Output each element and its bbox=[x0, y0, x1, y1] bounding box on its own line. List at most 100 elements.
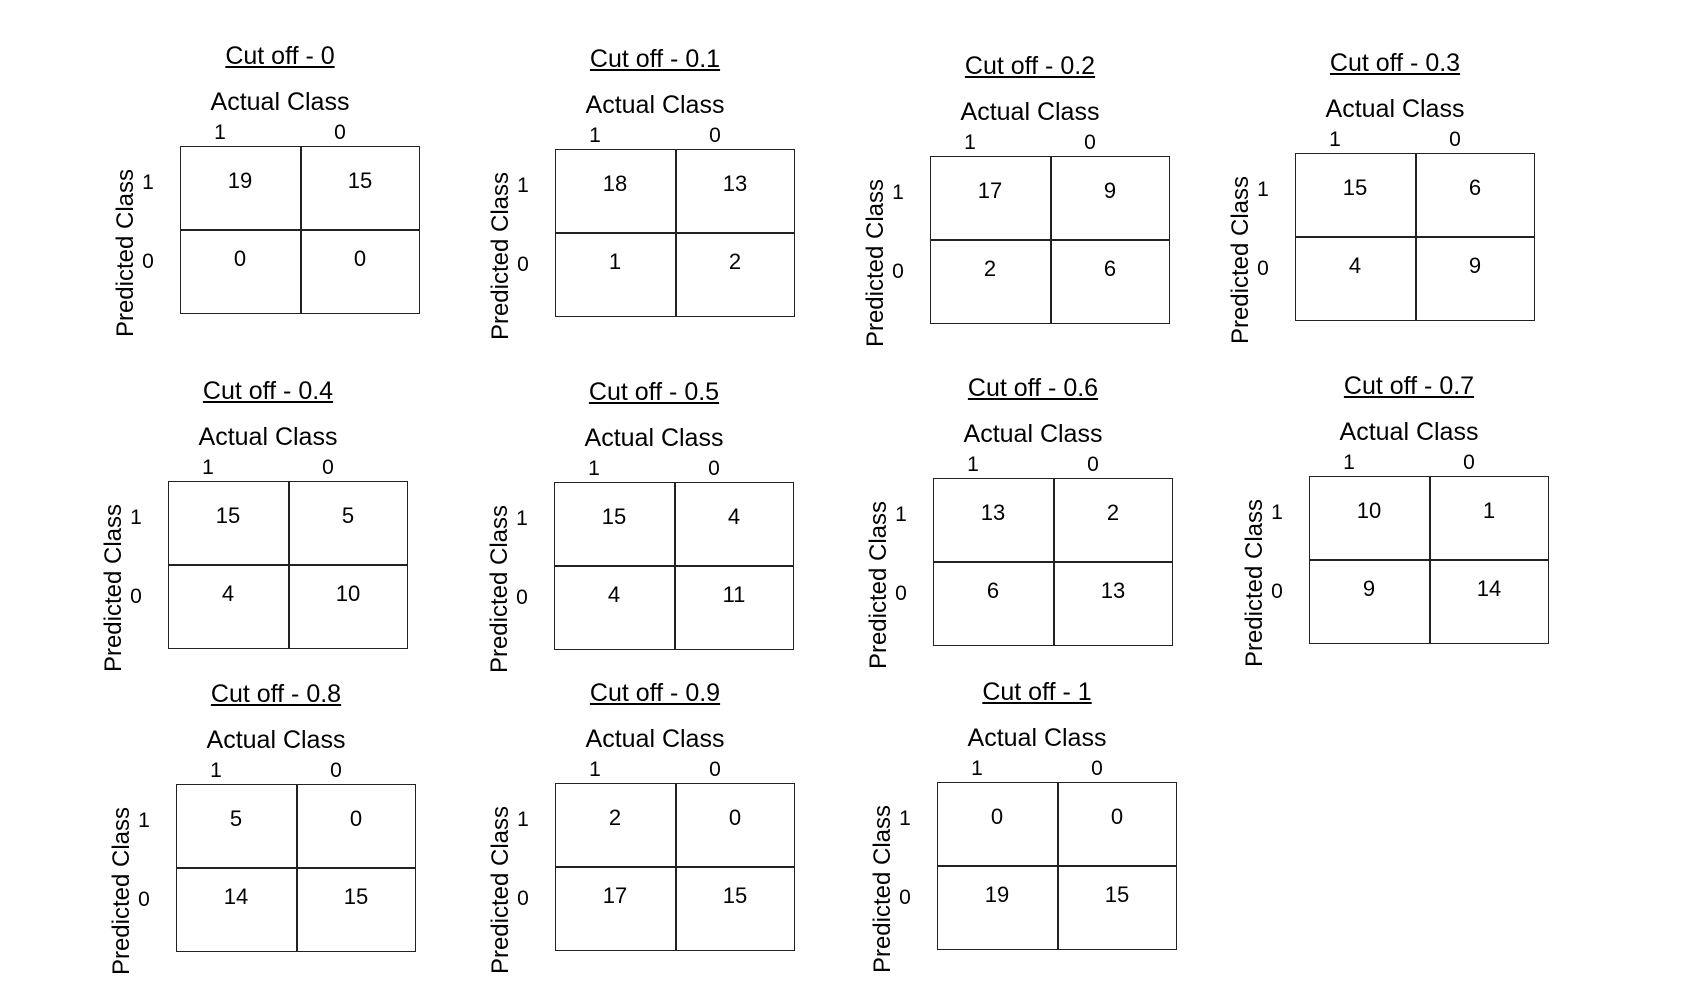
cell-false-positive: 0 bbox=[349, 806, 363, 831]
predicted-class-label: Predicted Class bbox=[865, 500, 892, 670]
actual-col-0-label: 0 bbox=[709, 124, 721, 147]
cell-false-negative: 4 bbox=[221, 581, 235, 606]
actual-class-label: Actual Class bbox=[198, 423, 338, 451]
predicted-class-label: Predicted Class bbox=[100, 503, 127, 673]
actual-col-0-label: 0 bbox=[334, 121, 346, 144]
predicted-row-1-label: 1 bbox=[130, 506, 142, 529]
cell-true-positive: 0 bbox=[990, 804, 1004, 829]
confusion-matrix-5: Cut off - 0.5 Actual Class 1 0 Predicted… bbox=[474, 378, 814, 673]
matrix-title: Cut off - 1 bbox=[982, 678, 1092, 706]
predicted-row-1-label: 1 bbox=[142, 171, 154, 194]
cell-true-negative: 15 bbox=[343, 884, 369, 909]
predicted-class-label: Predicted Class bbox=[112, 168, 139, 338]
actual-col-1-label: 1 bbox=[971, 757, 983, 780]
predicted-row-0-label: 0 bbox=[142, 250, 154, 273]
actual-col-0-label: 0 bbox=[1449, 128, 1461, 151]
predicted-row-0-label: 0 bbox=[1271, 580, 1283, 603]
matrix-grid bbox=[168, 481, 408, 649]
cell-true-positive: 19 bbox=[227, 168, 253, 193]
actual-class-label: Actual Class bbox=[960, 98, 1100, 126]
actual-class-label: Actual Class bbox=[584, 424, 724, 452]
predicted-row-1-label: 1 bbox=[516, 507, 528, 530]
actual-col-0-label: 0 bbox=[708, 457, 720, 480]
cell-false-positive: 2 bbox=[1106, 500, 1120, 525]
predicted-class-label: Predicted Class bbox=[1241, 498, 1268, 668]
cell-true-positive: 10 bbox=[1356, 498, 1382, 523]
cell-false-negative: 17 bbox=[602, 883, 628, 908]
actual-col-1-label: 1 bbox=[1343, 451, 1355, 474]
cell-true-positive: 15 bbox=[601, 504, 627, 529]
predicted-row-0-label: 0 bbox=[892, 260, 904, 283]
actual-class-label: Actual Class bbox=[585, 91, 725, 119]
cell-true-negative: 15 bbox=[722, 883, 748, 908]
confusion-matrix-8: Cut off - 0.8 Actual Class 1 0 Predicted… bbox=[96, 680, 436, 975]
actual-col-0-label: 0 bbox=[330, 759, 342, 782]
cell-false-positive: 6 bbox=[1468, 175, 1482, 200]
cell-true-positive: 18 bbox=[602, 171, 628, 196]
predicted-class-label: Predicted Class bbox=[869, 804, 896, 974]
cell-true-positive: 15 bbox=[215, 503, 241, 528]
cell-false-positive: 5 bbox=[341, 503, 355, 528]
actual-class-label: Actual Class bbox=[963, 420, 1103, 448]
cell-true-positive: 17 bbox=[977, 178, 1003, 203]
grid-divider-horizontal bbox=[177, 867, 415, 869]
matrix-title: Cut off - 0.3 bbox=[1329, 49, 1461, 77]
confusion-matrix-9: Cut off - 0.9 Actual Class 1 0 Predicted… bbox=[475, 679, 815, 974]
predicted-row-1-label: 1 bbox=[517, 808, 529, 831]
actual-col-0-label: 0 bbox=[1463, 451, 1475, 474]
actual-col-1-label: 1 bbox=[588, 457, 600, 480]
cell-false-negative: 14 bbox=[223, 884, 249, 909]
matrix-title: Cut off - 0.6 bbox=[967, 374, 1099, 402]
predicted-row-1-label: 1 bbox=[1271, 501, 1283, 524]
grid-divider-horizontal bbox=[934, 561, 1172, 563]
cell-true-positive: 5 bbox=[229, 806, 243, 831]
actual-col-0-label: 0 bbox=[322, 456, 334, 479]
cell-true-negative: 15 bbox=[1104, 882, 1130, 907]
matrix-grid bbox=[555, 783, 795, 951]
grid-divider-horizontal bbox=[181, 229, 419, 231]
cell-false-negative: 4 bbox=[1348, 253, 1362, 278]
actual-col-1-label: 1 bbox=[202, 456, 214, 479]
actual-class-label: Actual Class bbox=[1339, 418, 1479, 446]
matrix-grid bbox=[555, 149, 795, 317]
predicted-row-0-label: 0 bbox=[516, 586, 528, 609]
grid-divider-horizontal bbox=[1296, 236, 1534, 238]
cell-true-positive: 13 bbox=[980, 500, 1006, 525]
actual-col-0-label: 0 bbox=[1087, 453, 1099, 476]
matrix-title: Cut off - 0.8 bbox=[210, 680, 342, 708]
predicted-row-0-label: 0 bbox=[517, 887, 529, 910]
actual-col-1-label: 1 bbox=[589, 124, 601, 147]
matrix-grid bbox=[1309, 476, 1549, 644]
matrix-title: Cut off - 0.9 bbox=[589, 679, 721, 707]
actual-col-0-label: 0 bbox=[1084, 131, 1096, 154]
predicted-row-1-label: 1 bbox=[1257, 178, 1269, 201]
grid-divider-horizontal bbox=[1310, 559, 1548, 561]
confusion-matrix-10: Cut off - 1 Actual Class 1 0 Predicted C… bbox=[857, 678, 1197, 973]
predicted-row-1-label: 1 bbox=[895, 503, 907, 526]
cell-false-negative: 0 bbox=[233, 246, 247, 271]
matrix-grid bbox=[937, 782, 1177, 950]
predicted-class-label: Predicted Class bbox=[108, 806, 135, 976]
cell-true-negative: 11 bbox=[722, 582, 746, 607]
confusion-matrix-0: Cut off - 0 Actual Class 1 0 Predicted C… bbox=[100, 42, 440, 337]
cell-false-negative: 2 bbox=[983, 256, 997, 281]
actual-class-label: Actual Class bbox=[1325, 95, 1465, 123]
matrix-title: Cut off - 0.7 bbox=[1343, 372, 1475, 400]
cell-false-positive: 0 bbox=[1110, 804, 1124, 829]
cell-false-positive: 13 bbox=[722, 171, 748, 196]
predicted-class-label: Predicted Class bbox=[862, 178, 889, 348]
actual-col-1-label: 1 bbox=[964, 131, 976, 154]
predicted-class-label: Predicted Class bbox=[487, 171, 514, 341]
matrix-title: Cut off - 0.2 bbox=[964, 52, 1096, 80]
predicted-row-1-label: 1 bbox=[517, 174, 529, 197]
matrix-grid bbox=[554, 482, 794, 650]
grid-divider-horizontal bbox=[556, 866, 794, 868]
predicted-row-1-label: 1 bbox=[899, 807, 911, 830]
cell-true-negative: 0 bbox=[353, 246, 367, 271]
matrix-title: Cut off - 0.5 bbox=[588, 378, 720, 406]
cell-false-negative: 1 bbox=[608, 249, 622, 274]
cell-true-negative: 6 bbox=[1103, 256, 1117, 281]
grid-divider-horizontal bbox=[169, 564, 407, 566]
matrix-title: Cut off - 0.1 bbox=[589, 45, 721, 73]
cell-false-positive: 1 bbox=[1482, 498, 1496, 523]
